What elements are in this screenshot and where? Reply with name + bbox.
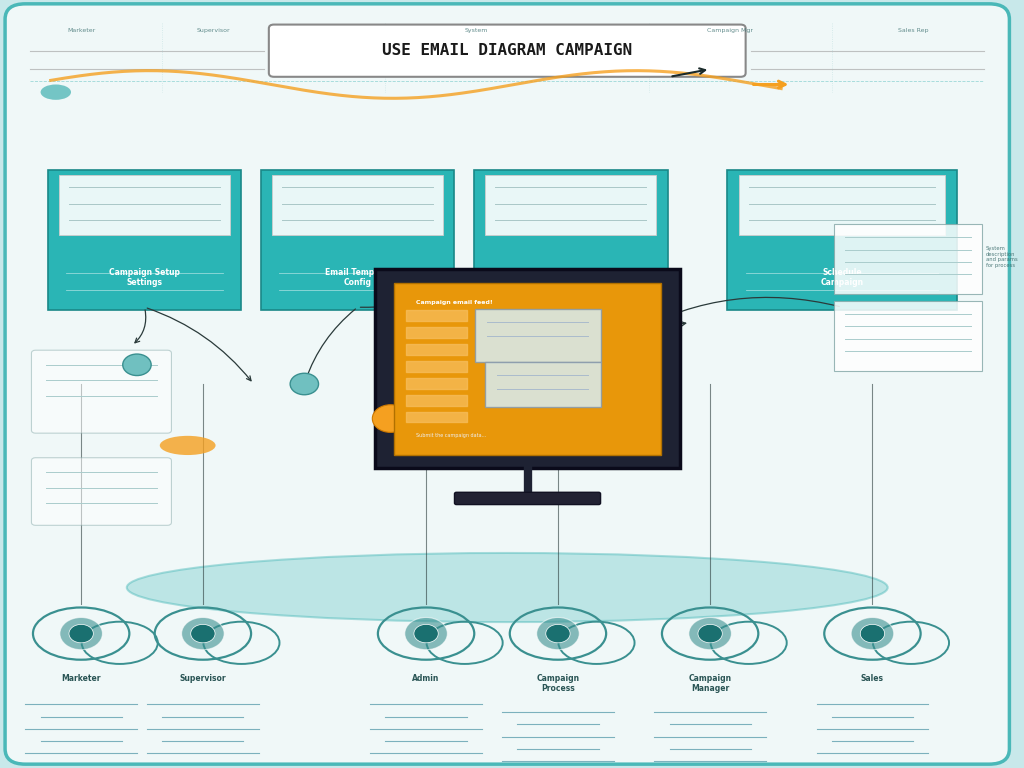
- FancyBboxPatch shape: [834, 301, 982, 371]
- FancyBboxPatch shape: [58, 175, 230, 235]
- Circle shape: [546, 624, 570, 643]
- Text: Campaign email feed!: Campaign email feed!: [416, 300, 493, 305]
- Ellipse shape: [689, 617, 731, 650]
- Circle shape: [190, 624, 215, 643]
- FancyBboxPatch shape: [727, 170, 956, 310]
- Text: System
description
and params
for process: System description and params for proces…: [986, 246, 1018, 268]
- FancyBboxPatch shape: [393, 283, 662, 455]
- FancyBboxPatch shape: [455, 492, 600, 505]
- Text: Supervisor: Supervisor: [179, 674, 226, 683]
- Text: Campaign
Process: Campaign Process: [537, 674, 580, 693]
- FancyBboxPatch shape: [475, 309, 600, 362]
- Text: Marketer: Marketer: [67, 28, 95, 33]
- Text: Admin: Admin: [413, 674, 439, 683]
- Circle shape: [290, 373, 318, 395]
- Circle shape: [69, 624, 93, 643]
- Ellipse shape: [160, 435, 216, 455]
- Text: Marketer: Marketer: [61, 674, 101, 683]
- FancyBboxPatch shape: [474, 170, 668, 310]
- Text: USE EMAIL DIAGRAM CAMPAIGN: USE EMAIL DIAGRAM CAMPAIGN: [382, 43, 633, 58]
- Text: Campaign
Manager: Campaign Manager: [688, 674, 732, 693]
- Text: System: System: [465, 28, 488, 33]
- FancyBboxPatch shape: [738, 175, 945, 235]
- Text: Sales: Sales: [861, 674, 884, 683]
- FancyBboxPatch shape: [485, 362, 600, 407]
- Text: Email Template
Config: Email Template Config: [325, 268, 390, 287]
- Ellipse shape: [537, 617, 580, 650]
- Ellipse shape: [127, 553, 888, 622]
- FancyBboxPatch shape: [269, 25, 745, 77]
- Ellipse shape: [851, 617, 894, 650]
- FancyBboxPatch shape: [32, 458, 171, 525]
- Circle shape: [373, 405, 409, 432]
- FancyBboxPatch shape: [834, 224, 982, 294]
- Circle shape: [860, 624, 885, 643]
- Text: Supervisor: Supervisor: [197, 28, 229, 33]
- Text: Sales Rep: Sales Rep: [898, 28, 929, 33]
- Circle shape: [123, 354, 152, 376]
- FancyBboxPatch shape: [5, 4, 1010, 764]
- Circle shape: [698, 624, 722, 643]
- Ellipse shape: [404, 617, 447, 650]
- Ellipse shape: [41, 84, 71, 100]
- Text: Submit the campaign data...: Submit the campaign data...: [416, 432, 486, 438]
- Text: Audience
Segment: Audience Segment: [551, 268, 591, 287]
- FancyBboxPatch shape: [376, 269, 680, 468]
- FancyBboxPatch shape: [32, 350, 171, 433]
- FancyBboxPatch shape: [261, 170, 455, 310]
- Text: Campaign Mgr: Campaign Mgr: [708, 28, 754, 33]
- FancyBboxPatch shape: [272, 175, 443, 235]
- Text: Schedule
Campaign: Schedule Campaign: [820, 268, 863, 287]
- Ellipse shape: [181, 617, 224, 650]
- FancyBboxPatch shape: [48, 170, 242, 310]
- FancyBboxPatch shape: [485, 175, 656, 235]
- Text: Campaign Setup
Settings: Campaign Setup Settings: [110, 268, 180, 287]
- Ellipse shape: [59, 617, 102, 650]
- Circle shape: [414, 624, 438, 643]
